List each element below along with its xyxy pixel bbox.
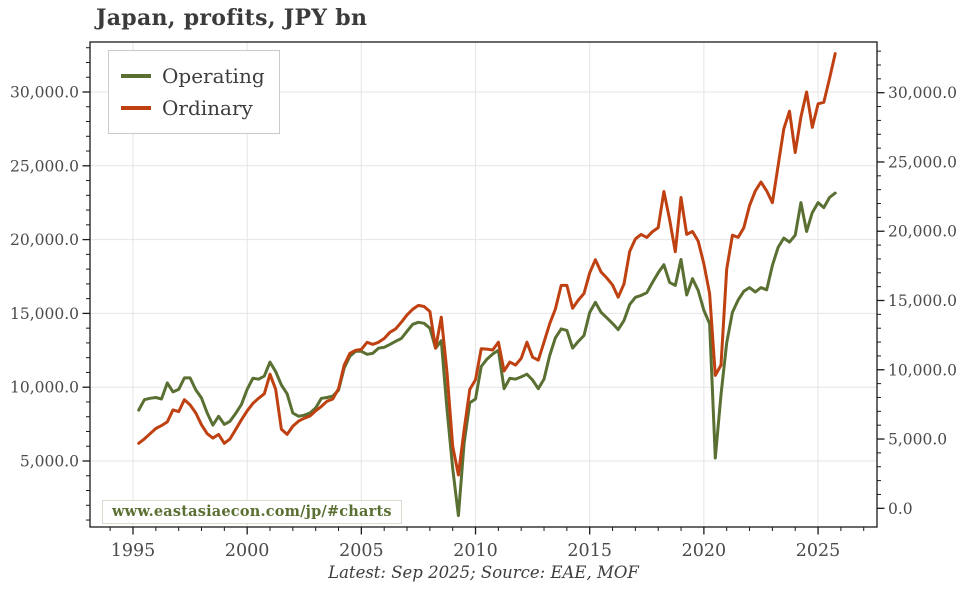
- y-axis-right-label: 15,000.0: [888, 292, 957, 310]
- chart-title: Japan, profits, JPY bn: [96, 5, 368, 31]
- x-axis-label: 2010: [453, 541, 498, 561]
- ordinary-line: [137, 52, 837, 477]
- y-axis-left-labels: 5,000.0 10,000.0 15,000.0 20,000.0 25,000.0 3…: [10, 84, 79, 471]
- y-axis-left-label: 5,000.0: [20, 453, 79, 471]
- x-axis-label: 2000: [225, 541, 270, 561]
- x-axis-label: 2020: [682, 541, 727, 561]
- operating-line: [137, 191, 837, 518]
- y-axis-right-label: 20,000.0: [888, 223, 957, 241]
- legend-item-operating: Operating: [121, 60, 265, 92]
- ordinary-line-swatch: [121, 106, 151, 110]
- x-axis-label: 2005: [339, 541, 384, 561]
- y-axis-left-label: 30,000.0: [10, 84, 79, 102]
- y-axis-right-labels: 0.0 5,000.0 10,000.0 15,000.0 20,000.0 25,000…: [888, 84, 957, 518]
- x-axis-label: 1995: [111, 541, 156, 561]
- legend-item-ordinary: Ordinary: [121, 92, 265, 124]
- axes-box: [89, 41, 878, 528]
- y-axis-left-label: 25,000.0: [10, 157, 79, 175]
- y-axis-right-label: 30,000.0: [888, 84, 957, 102]
- y-axis-right-label: 10,000.0: [888, 361, 957, 379]
- y-axis-left-label: 10,000.0: [10, 379, 79, 397]
- y-axis-right-label: 0.0: [888, 500, 913, 518]
- caption: Latest: Sep 2025; Source: EAE, MOF: [328, 563, 639, 582]
- x-axis-label: 2015: [567, 541, 612, 561]
- x-axis-labels: 1995 2000 2005 2010 2015 2020 2025: [111, 541, 841, 561]
- y-axis-right-label: 25,000.0: [888, 153, 957, 171]
- axis-ticks: [82, 47, 885, 535]
- x-axis-label: 2025: [796, 541, 841, 561]
- y-axis-left-label: 20,000.0: [10, 231, 79, 249]
- operating-line-swatch: [121, 74, 151, 78]
- y-axis-right-label: 5,000.0: [888, 431, 947, 449]
- grid: [90, 42, 877, 527]
- legend: Operating Ordinary: [108, 50, 280, 134]
- legend-label-ordinary: Ordinary: [162, 96, 253, 120]
- watermark: www.eastasiaecon.com/jp/#charts: [102, 500, 402, 524]
- legend-label-operating: Operating: [162, 64, 265, 88]
- y-axis-left-label: 15,000.0: [10, 305, 79, 323]
